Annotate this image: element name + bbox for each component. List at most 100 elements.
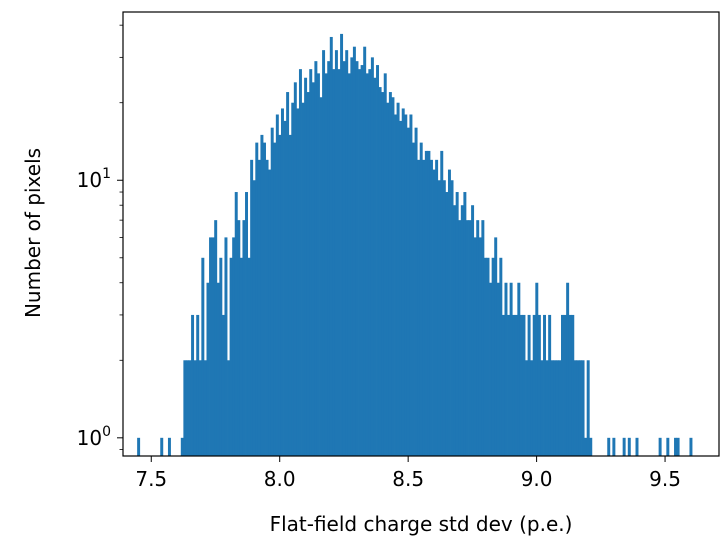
- histogram-bar: [532, 314, 536, 456]
- histogram-bar: [507, 314, 511, 456]
- histogram-bar: [512, 314, 516, 456]
- histogram-bar: [345, 50, 349, 456]
- histogram-bar: [360, 65, 364, 456]
- histogram-bar: [363, 46, 367, 456]
- histogram-bar: [255, 142, 259, 457]
- histogram-bar: [311, 82, 315, 456]
- histogram-bar: [537, 314, 541, 456]
- histogram-bar: [437, 180, 441, 456]
- histogram-bar: [401, 108, 405, 456]
- histogram-bar: [260, 134, 264, 456]
- histogram-bar: [250, 159, 254, 456]
- histogram-bar: [247, 257, 251, 456]
- histogram-bar: [471, 205, 475, 456]
- histogram-bar: [412, 142, 415, 457]
- histogram-bar: [555, 360, 559, 456]
- histogram-bar: [342, 61, 346, 457]
- histogram-bar: [227, 360, 231, 456]
- histogram-bar: [568, 314, 572, 456]
- histogram-bar: [486, 257, 490, 456]
- histogram-bar: [388, 92, 392, 457]
- histogram-bar: [378, 87, 382, 456]
- histogram-bar: [429, 159, 433, 456]
- x-tick-label: 9.5: [649, 467, 681, 491]
- histogram-bar: [237, 220, 241, 456]
- histogram-bar: [491, 257, 495, 456]
- histogram-bar: [196, 314, 200, 456]
- histogram-bar: [450, 180, 454, 456]
- histogram-bar: [221, 314, 225, 456]
- histogram-bar: [468, 220, 472, 456]
- histogram-bar: [337, 69, 341, 456]
- histogram-bar: [406, 127, 410, 457]
- histogram-bar: [381, 92, 385, 457]
- histogram-bar: [499, 257, 503, 456]
- axis-labels: Flat-field charge std dev (p.e.) Number …: [21, 148, 572, 536]
- histogram-bar: [530, 360, 534, 456]
- histogram-bar: [319, 97, 323, 456]
- histogram-bar: [358, 69, 362, 456]
- histogram-bar: [191, 314, 195, 456]
- histogram-bar: [198, 360, 202, 456]
- histogram-bar: [666, 437, 670, 456]
- histogram-bar: [219, 257, 223, 456]
- histogram-bar: [301, 102, 305, 457]
- histogram-bar: [368, 69, 372, 456]
- histogram-bar: [458, 220, 462, 456]
- histogram-bar: [396, 102, 400, 457]
- histogram-bar: [612, 437, 616, 456]
- histogram-bar: [160, 437, 164, 456]
- histogram-bar: [578, 360, 582, 456]
- histogram-bar: [563, 314, 567, 456]
- histogram-bar: [561, 314, 564, 456]
- histogram-bar: [581, 360, 585, 456]
- histogram-bar: [280, 108, 284, 456]
- histogram-bar: [550, 360, 554, 456]
- histogram-bar: [334, 50, 338, 456]
- histogram-bar: [239, 257, 243, 456]
- histogram-bar: [622, 437, 626, 456]
- histogram-bar: [273, 142, 277, 457]
- histogram-bar: [409, 114, 413, 456]
- y-tick-label: 100: [77, 424, 111, 450]
- histogram-bar: [216, 282, 220, 456]
- histogram-bar: [376, 65, 380, 456]
- histogram-bar: [304, 77, 308, 456]
- histogram-bar: [571, 314, 575, 456]
- histogram-bar: [658, 437, 662, 456]
- histogram-bar: [355, 61, 359, 457]
- histogram-bar: [496, 282, 500, 456]
- histogram-bar: [504, 282, 508, 456]
- histogram-bar: [324, 73, 328, 457]
- histogram-bar: [391, 97, 395, 456]
- histogram-bar: [489, 282, 493, 456]
- histogram-bar: [435, 159, 439, 456]
- histogram-bar: [245, 192, 248, 456]
- histogram-bar: [517, 282, 521, 456]
- histogram-bar: [206, 282, 210, 456]
- histogram-bar: [399, 120, 403, 456]
- histogram-bar: [322, 50, 326, 456]
- histogram-bar: [589, 437, 593, 456]
- histogram-bar: [211, 237, 215, 456]
- x-tick-label: 8.0: [264, 467, 296, 491]
- histogram-bar: [298, 69, 302, 456]
- histogram-bar: [383, 73, 387, 457]
- histogram-bar: [573, 360, 577, 456]
- histogram-bar: [483, 257, 487, 456]
- y-axis-label: Number of pixels: [21, 148, 45, 318]
- histogram-bar: [422, 159, 426, 456]
- histogram-bar: [478, 237, 482, 456]
- histogram-bar: [275, 114, 279, 456]
- x-tick-label: 9.0: [521, 467, 553, 491]
- histogram-bar: [167, 437, 171, 456]
- histogram-bar: [193, 360, 197, 456]
- histogram-bar: [676, 437, 680, 456]
- histogram-bar: [543, 314, 546, 456]
- histogram-bar: [327, 61, 331, 457]
- histogram-bar: [201, 257, 205, 456]
- histogram-bar: [137, 437, 141, 456]
- histogram-bar: [283, 120, 287, 456]
- histogram-bar: [586, 360, 590, 456]
